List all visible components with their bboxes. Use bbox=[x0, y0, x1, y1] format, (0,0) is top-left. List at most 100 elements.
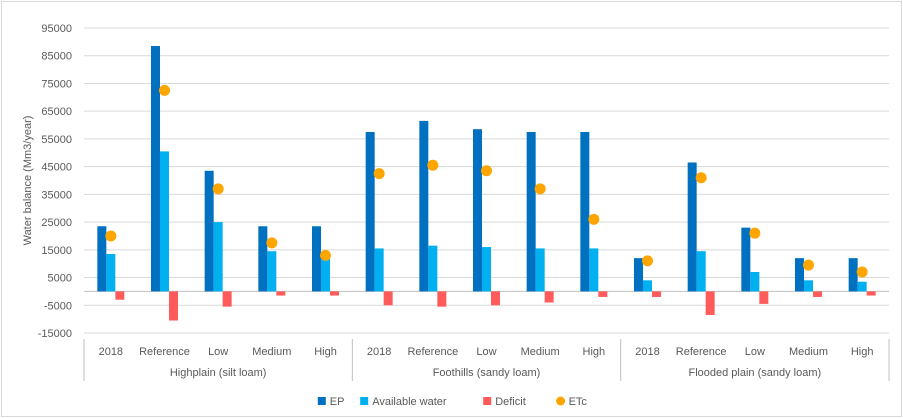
bar-available-water bbox=[482, 247, 491, 292]
marker-etc bbox=[642, 255, 653, 267]
marker-etc bbox=[481, 165, 492, 177]
bar-deficit bbox=[544, 291, 554, 303]
x-category-label: Low bbox=[208, 346, 228, 358]
legend-swatch-ep bbox=[317, 397, 326, 405]
legend-label: Available water bbox=[372, 396, 447, 408]
bar-deficit bbox=[813, 291, 822, 297]
x-category-label: Medium bbox=[521, 346, 560, 358]
legend-label: EP bbox=[330, 396, 345, 408]
bar-available-water bbox=[160, 151, 169, 292]
bar-deficit bbox=[169, 291, 178, 321]
y-tick-label: 5000 bbox=[48, 273, 72, 285]
x-group-label: Foothills (sandy loam) bbox=[433, 367, 541, 379]
legend-swatch-available-water bbox=[360, 397, 369, 405]
bar-ep bbox=[365, 131, 375, 292]
x-category-label: High bbox=[583, 346, 606, 358]
y-tick-label: 95000 bbox=[41, 23, 72, 35]
legend-swatch-deficit bbox=[483, 397, 492, 405]
marker-etc bbox=[212, 183, 224, 195]
y-axis-title: Water balance (Mm3/year) bbox=[22, 116, 34, 246]
bar-available-water bbox=[535, 248, 545, 292]
bar-deficit bbox=[437, 291, 447, 307]
bar-ep bbox=[204, 170, 214, 292]
bar-ep bbox=[741, 227, 751, 292]
marker-etc bbox=[159, 84, 170, 96]
y-tick-label: 25000 bbox=[41, 217, 72, 229]
marker-etc bbox=[588, 213, 600, 225]
bar-available-water bbox=[106, 253, 116, 292]
bar-available-water bbox=[696, 251, 706, 292]
bar-ep bbox=[848, 258, 858, 292]
bar-deficit bbox=[705, 291, 715, 315]
marker-etc bbox=[534, 183, 546, 195]
bar-available-water bbox=[213, 222, 223, 292]
x-category-label: Reference bbox=[139, 346, 190, 358]
x-category-label: Medium bbox=[252, 346, 291, 358]
bar-available-water bbox=[321, 258, 330, 292]
x-category-label: 2018 bbox=[99, 346, 123, 358]
bar-available-water bbox=[267, 251, 277, 292]
y-tick-label: -5000 bbox=[44, 300, 72, 312]
bar-deficit bbox=[383, 291, 393, 306]
x-category-label: Low bbox=[476, 346, 496, 358]
y-tick-label: 85000 bbox=[41, 51, 72, 63]
bar-deficit bbox=[759, 291, 769, 304]
bar-deficit bbox=[598, 291, 608, 297]
x-category-label: Low bbox=[745, 346, 765, 358]
x-category-label: 2018 bbox=[367, 346, 391, 358]
marker-etc bbox=[856, 266, 868, 278]
bar-ep bbox=[795, 258, 804, 292]
bar-deficit bbox=[222, 291, 232, 307]
bar-available-water bbox=[428, 245, 438, 292]
bar-available-water bbox=[374, 248, 384, 292]
marker-etc bbox=[695, 172, 707, 184]
legend-label: ETc bbox=[569, 396, 588, 408]
bar-ep bbox=[97, 226, 107, 292]
y-tick-label: 45000 bbox=[41, 162, 72, 174]
bar-available-water bbox=[643, 280, 652, 292]
bar-deficit bbox=[276, 291, 286, 296]
marker-etc bbox=[427, 159, 439, 171]
y-tick-label: 65000 bbox=[41, 106, 72, 118]
bar-deficit bbox=[866, 291, 876, 296]
bar-deficit bbox=[652, 291, 661, 297]
bar-deficit bbox=[330, 291, 339, 296]
marker-etc bbox=[105, 230, 117, 242]
y-tick-label: 15000 bbox=[41, 245, 72, 257]
bar-ep bbox=[580, 131, 590, 292]
bar-available-water bbox=[857, 281, 867, 292]
y-tick-label: 55000 bbox=[41, 134, 72, 146]
x-category-label: High bbox=[314, 346, 337, 358]
marker-etc bbox=[266, 237, 278, 249]
bar-deficit bbox=[491, 291, 500, 306]
marker-etc bbox=[803, 259, 814, 271]
marker-etc bbox=[749, 227, 761, 239]
x-category-label: Reference bbox=[407, 346, 458, 358]
y-tick-label: 75000 bbox=[41, 78, 72, 90]
bar-ep bbox=[258, 226, 268, 292]
x-category-label: High bbox=[851, 346, 874, 358]
y-tick-label: -15000 bbox=[38, 328, 72, 340]
bar-ep bbox=[151, 46, 160, 292]
bar-ep bbox=[526, 131, 536, 292]
bar-ep bbox=[687, 162, 697, 292]
legend-swatch-etc bbox=[556, 396, 566, 406]
legend-label: Deficit bbox=[495, 396, 526, 408]
bar-ep bbox=[473, 129, 482, 292]
bar-ep bbox=[312, 226, 321, 292]
x-category-label: Medium bbox=[789, 346, 828, 358]
bar-deficit bbox=[115, 291, 125, 300]
bar-available-water bbox=[750, 272, 760, 292]
bar-ep bbox=[419, 120, 429, 292]
marker-etc bbox=[373, 168, 385, 180]
x-category-label: Reference bbox=[676, 346, 727, 358]
bar-ep bbox=[634, 258, 643, 292]
x-group-label: Flooded plain (sandy loam) bbox=[688, 367, 821, 379]
x-group-label: Highplain (silt loam) bbox=[170, 367, 267, 379]
y-tick-label: 35000 bbox=[41, 189, 72, 201]
bar-available-water bbox=[804, 280, 813, 292]
marker-etc bbox=[320, 249, 331, 261]
x-category-label: 2018 bbox=[635, 346, 659, 358]
bar-available-water bbox=[589, 248, 599, 292]
